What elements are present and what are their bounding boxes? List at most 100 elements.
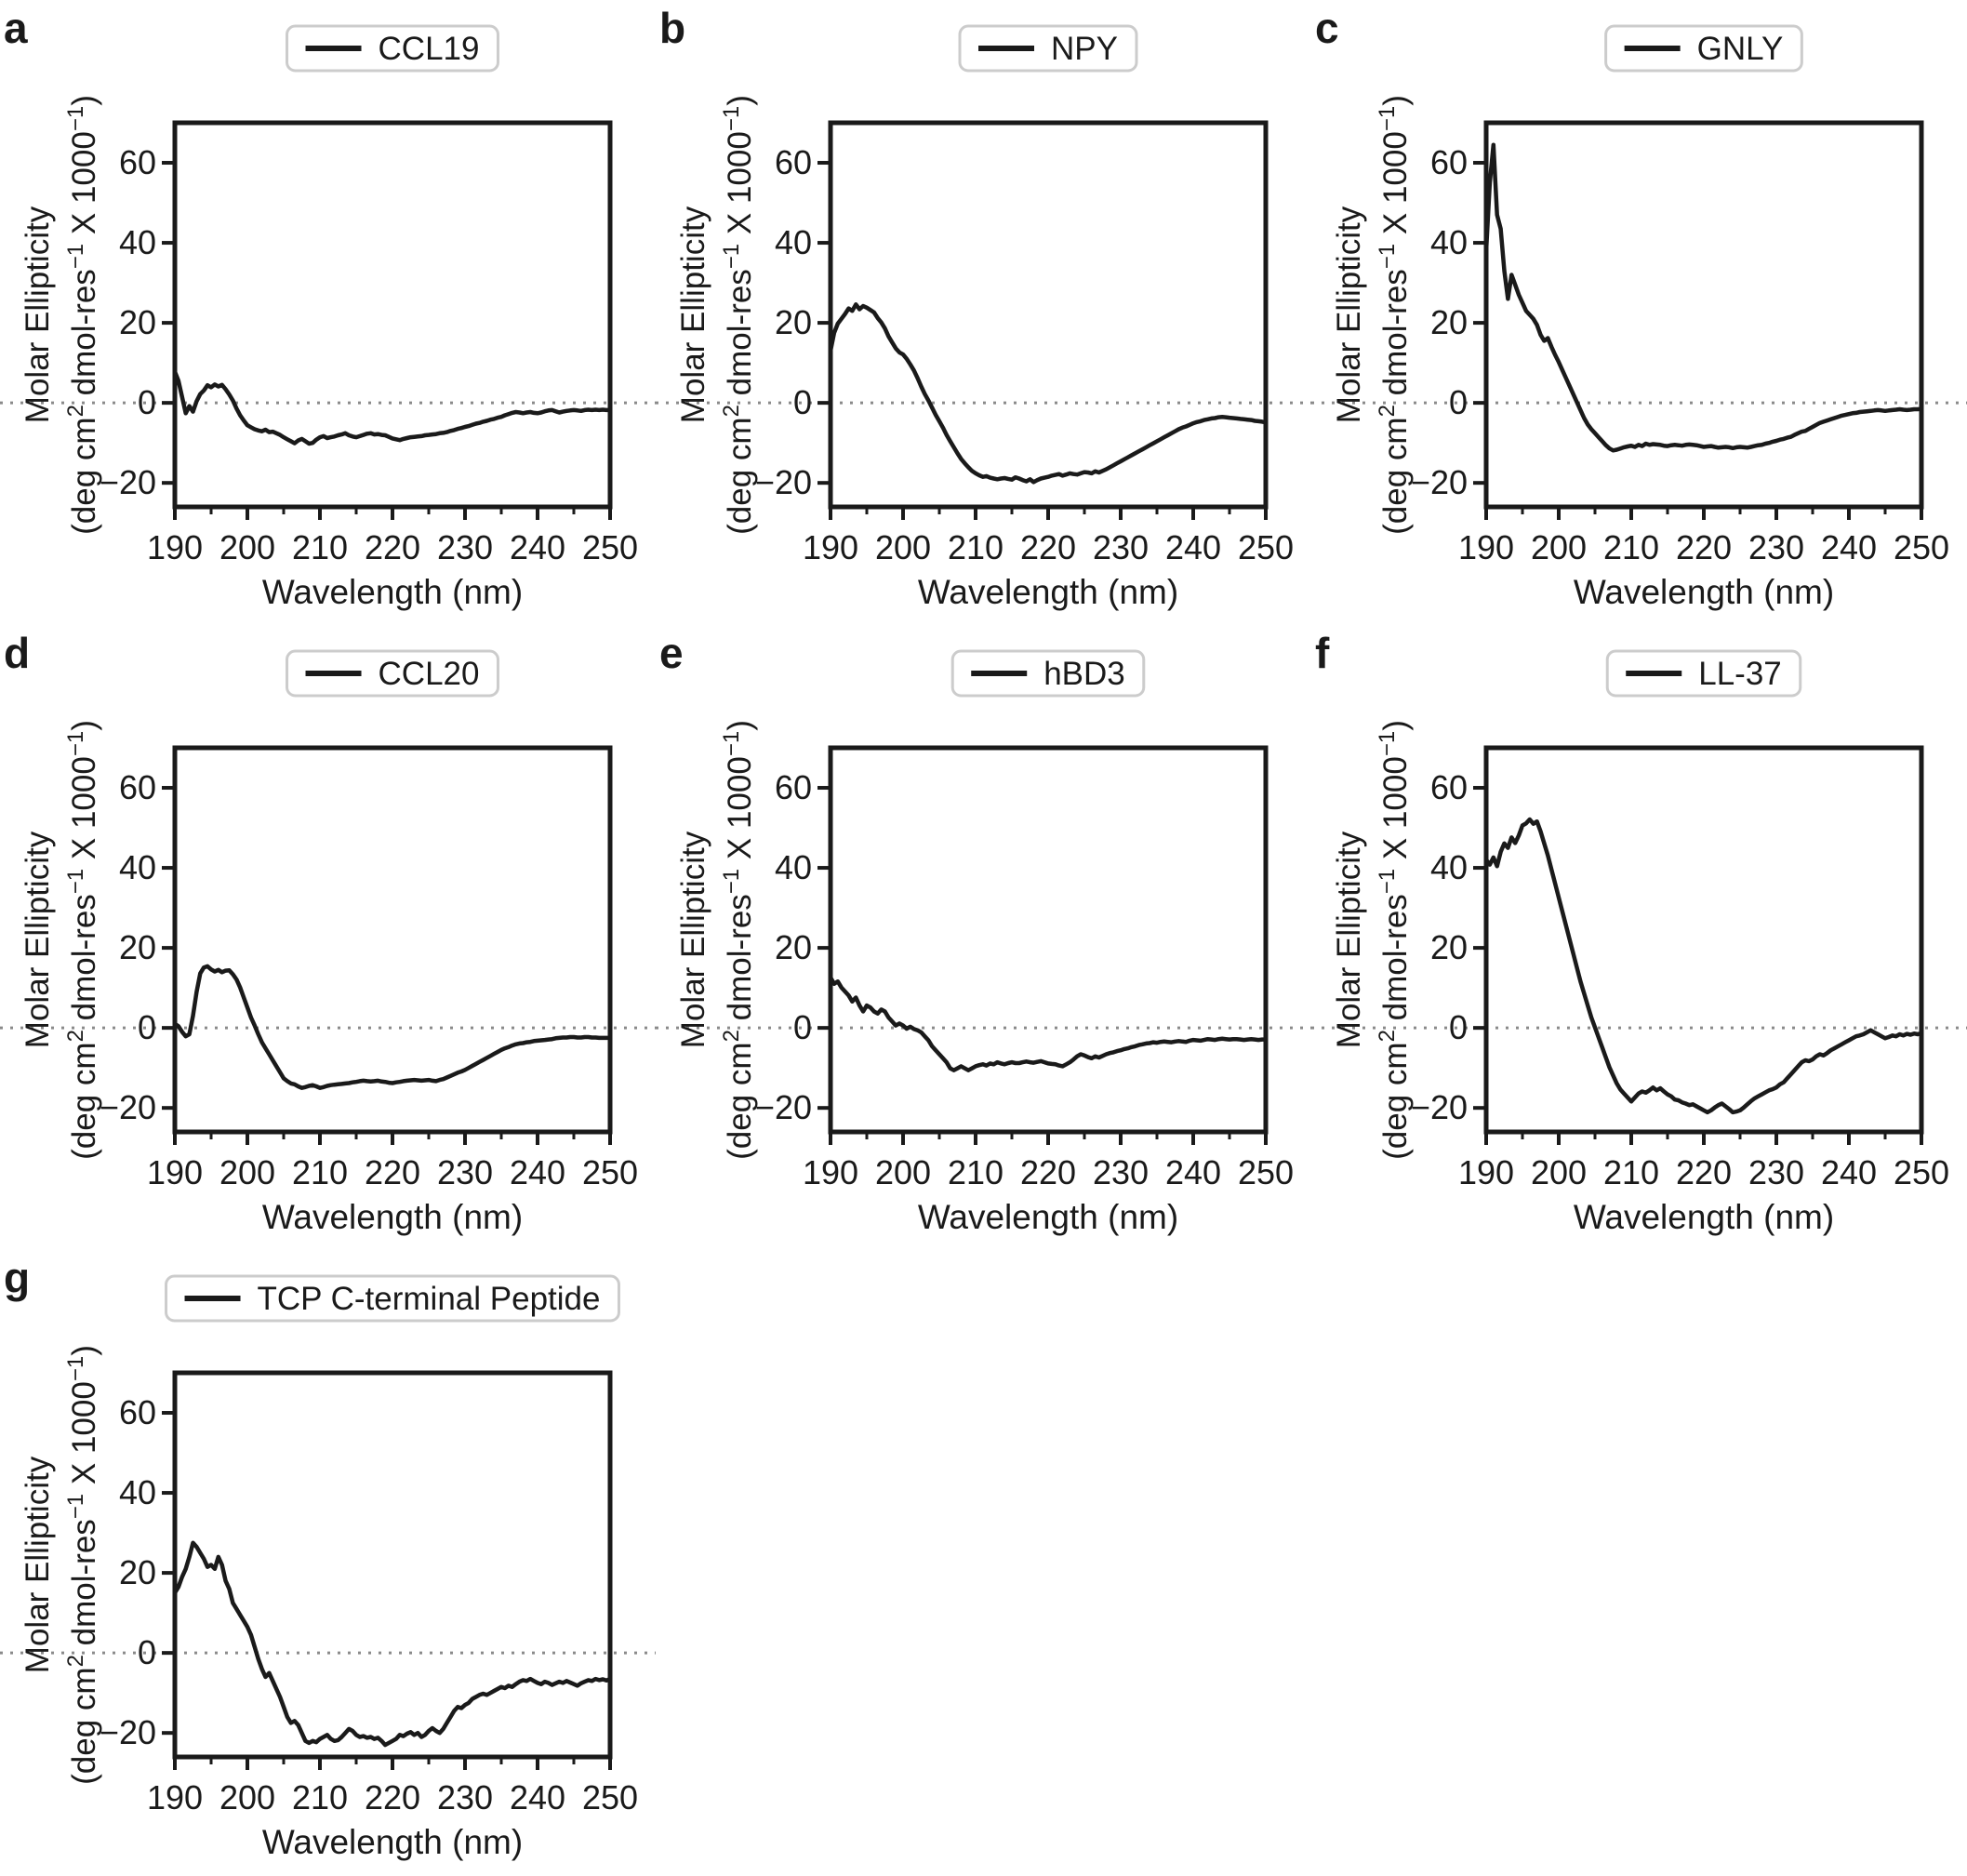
legend: CCL20 bbox=[286, 649, 499, 698]
x-tick-label: 220 bbox=[365, 1778, 420, 1816]
legend-box bbox=[958, 24, 1138, 73]
legend-box bbox=[950, 649, 1146, 698]
y-axis-units-label: (deg cm2 dmol-res−1 X 1000−1) bbox=[63, 1345, 102, 1785]
y-axis-units-label: (deg cm2 dmol-res−1 X 1000−1) bbox=[1375, 95, 1414, 535]
x-tick-label: 240 bbox=[1821, 528, 1877, 566]
x-tick-label: 200 bbox=[219, 528, 275, 566]
legend-label: CCL19 bbox=[379, 31, 480, 67]
x-tick-label: 190 bbox=[147, 528, 203, 566]
axes-frame bbox=[828, 745, 1269, 1135]
x-axis-ticks: 190 200 210 220 230 240 250 bbox=[147, 507, 638, 566]
y-tick-label: 60 bbox=[775, 143, 812, 181]
legend-label: LL-37 bbox=[1698, 656, 1782, 692]
cd-curve-ll-37 bbox=[1483, 817, 1924, 1115]
legend: hBD3 bbox=[950, 649, 1146, 698]
x-tick-label: 230 bbox=[1748, 528, 1804, 566]
panel-g: 190 200 210 220 230 240 250 −20 0 20 40 60 Wavelengt… bbox=[0, 1250, 656, 1876]
x-axis-label: Wavelength (nm) bbox=[918, 1198, 1178, 1236]
x-axis-ticks: 190 200 210 220 230 240 250 bbox=[1458, 507, 1949, 566]
x-tick-label: 240 bbox=[510, 528, 565, 566]
x-tick-label: 240 bbox=[1165, 1153, 1221, 1191]
x-tick-label: 210 bbox=[292, 1153, 348, 1191]
x-tick-label: 250 bbox=[582, 528, 638, 566]
y-axis-ticks: −20 0 20 40 60 bbox=[755, 143, 831, 501]
cd-spectrum-plot-g: 190 200 210 220 230 240 250 −20 0 20 40 60 Wavelengt… bbox=[0, 1254, 656, 1861]
y-tick-label: 0 bbox=[1449, 383, 1468, 421]
x-tick-label: 190 bbox=[803, 528, 858, 566]
cd-spectrum-plot-c: 190 200 210 220 230 240 250 −20 0 20 40 60 Wavelengt… bbox=[1311, 4, 1967, 611]
panel-letter-b: b bbox=[659, 4, 685, 52]
x-tick-label: 220 bbox=[1020, 1153, 1076, 1191]
x-tick-label: 210 bbox=[1603, 528, 1659, 566]
y-tick-label: 20 bbox=[119, 1553, 156, 1591]
y-axis-units-label: (deg cm2 dmol-res−1 X 1000−1) bbox=[63, 720, 102, 1160]
x-tick-label: 220 bbox=[1020, 528, 1076, 566]
x-tick-label: 190 bbox=[147, 1153, 203, 1191]
y-axis-label: Molar Ellipticity bbox=[675, 831, 711, 1048]
axes-frame bbox=[172, 745, 613, 1135]
y-tick-label: 20 bbox=[119, 303, 156, 341]
x-tick-label: 250 bbox=[1894, 1153, 1949, 1191]
panel-letter-f: f bbox=[1315, 629, 1330, 677]
x-tick-label: 190 bbox=[147, 1778, 203, 1816]
x-axis-ticks: 190 200 210 220 230 240 250 bbox=[803, 1132, 1294, 1191]
cd-spectrum-plot-f: 190 200 210 220 230 240 250 −20 0 20 40 60 Wavelengt… bbox=[1311, 629, 1967, 1236]
y-tick-label: −20 bbox=[1411, 1088, 1468, 1126]
legend-box bbox=[286, 649, 499, 698]
x-tick-label: 230 bbox=[1748, 1153, 1804, 1191]
y-tick-label: 40 bbox=[119, 848, 156, 886]
x-tick-label: 250 bbox=[1238, 528, 1294, 566]
y-tick-label: 40 bbox=[119, 223, 156, 261]
y-tick-label: 20 bbox=[775, 928, 812, 966]
legend: CCL19 bbox=[286, 24, 499, 73]
x-axis-ticks: 190 200 210 220 230 240 250 bbox=[1458, 1132, 1949, 1191]
y-axis-units-label: (deg cm2 dmol-res−1 X 1000−1) bbox=[63, 95, 102, 535]
x-tick-label: 210 bbox=[292, 528, 348, 566]
y-tick-label: 40 bbox=[775, 223, 812, 261]
y-tick-label: 40 bbox=[119, 1473, 156, 1511]
y-axis-ticks: −20 0 20 40 60 bbox=[1411, 143, 1486, 501]
x-tick-label: 200 bbox=[219, 1153, 275, 1191]
y-tick-label: 20 bbox=[119, 928, 156, 966]
x-tick-label: 200 bbox=[219, 1778, 275, 1816]
x-tick-label: 190 bbox=[1458, 528, 1514, 566]
y-tick-label: 60 bbox=[119, 1393, 156, 1431]
panel-d: 190 200 210 220 230 240 250 −20 0 20 40 60 Wavelengt… bbox=[0, 625, 656, 1250]
x-axis-label: Wavelength (nm) bbox=[262, 573, 523, 611]
panel-a: 190 200 210 220 230 240 250 −20 0 20 40 60 Wavelengt… bbox=[0, 0, 656, 625]
x-tick-label: 240 bbox=[1165, 528, 1221, 566]
x-tick-label: 200 bbox=[1531, 528, 1587, 566]
legend-label: TCP C-terminal Peptide bbox=[258, 1281, 601, 1317]
y-tick-label: 60 bbox=[1430, 143, 1468, 181]
y-tick-label: 60 bbox=[775, 768, 812, 806]
legend-box bbox=[1604, 24, 1803, 73]
x-tick-label: 230 bbox=[437, 528, 493, 566]
x-tick-label: 220 bbox=[365, 528, 420, 566]
y-axis-label: Molar Ellipticity bbox=[20, 1456, 56, 1673]
x-tick-label: 200 bbox=[1531, 1153, 1587, 1191]
y-tick-label: −20 bbox=[100, 1088, 156, 1126]
cd-curve-npy bbox=[828, 302, 1269, 485]
panel-c: 190 200 210 220 230 240 250 −20 0 20 40 60 Wavelengt… bbox=[1311, 0, 1967, 625]
x-axis-label: Wavelength (nm) bbox=[918, 573, 1178, 611]
y-axis-label: Molar Ellipticity bbox=[675, 206, 711, 423]
cd-curve-ccl19 bbox=[172, 369, 613, 446]
x-tick-label: 210 bbox=[948, 528, 1003, 566]
x-tick-label: 220 bbox=[365, 1153, 420, 1191]
x-tick-label: 190 bbox=[803, 1153, 858, 1191]
legend-label: CCL20 bbox=[379, 656, 480, 692]
x-tick-label: 250 bbox=[1238, 1153, 1294, 1191]
y-tick-label: −20 bbox=[100, 463, 156, 501]
x-axis-ticks: 190 200 210 220 230 240 250 bbox=[147, 1757, 638, 1816]
y-axis-units-label: (deg cm2 dmol-res−1 X 1000−1) bbox=[719, 720, 758, 1160]
y-tick-label: −20 bbox=[755, 1088, 812, 1126]
y-axis-label: Molar Ellipticity bbox=[1331, 206, 1367, 423]
y-axis-label: Molar Ellipticity bbox=[20, 206, 56, 423]
legend: LL-37 bbox=[1605, 649, 1802, 698]
y-axis-ticks: −20 0 20 40 60 bbox=[1411, 768, 1486, 1126]
x-tick-label: 250 bbox=[582, 1778, 638, 1816]
panel-letter-d: d bbox=[4, 629, 30, 677]
y-axis-label: Molar Ellipticity bbox=[20, 831, 56, 1048]
x-axis-label: Wavelength (nm) bbox=[262, 1823, 523, 1861]
